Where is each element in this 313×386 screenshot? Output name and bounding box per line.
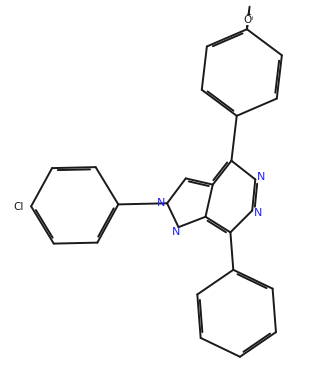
Text: O: O [244, 14, 252, 24]
Text: N: N [157, 198, 166, 208]
Text: O: O [244, 15, 252, 25]
Text: N: N [254, 208, 262, 218]
Text: Cl: Cl [13, 201, 24, 212]
Text: N: N [172, 227, 180, 237]
Text: N: N [257, 172, 265, 182]
